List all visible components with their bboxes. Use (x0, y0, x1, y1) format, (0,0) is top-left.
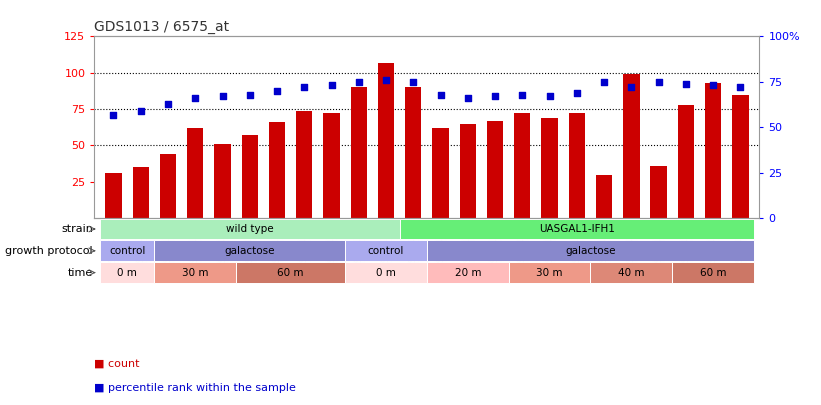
Bar (672, 262, 754, 283)
Point (461, 95, 475, 101)
Text: 30 m: 30 m (536, 268, 563, 277)
Point (134, 108, 147, 114)
Point (189, 95, 202, 101)
Bar (732, 95, 749, 218)
Text: strain: strain (62, 224, 93, 234)
Bar (427, 240, 754, 261)
Bar (427, 262, 509, 283)
Point (162, 100, 175, 107)
Point (652, 79, 665, 85)
Text: wild type: wild type (226, 224, 273, 234)
Text: galactose: galactose (565, 246, 616, 256)
Bar (345, 262, 427, 283)
Bar (405, 87, 421, 218)
Bar (296, 111, 313, 218)
Bar (400, 219, 754, 239)
Bar (236, 262, 345, 283)
Point (216, 93, 229, 100)
Bar (105, 173, 122, 218)
Point (107, 111, 120, 118)
Bar (623, 74, 640, 218)
Bar (460, 124, 476, 218)
Text: 30 m: 30 m (182, 268, 209, 277)
Bar (154, 262, 236, 283)
Text: time: time (68, 268, 93, 277)
Bar (705, 83, 722, 218)
Point (707, 82, 720, 89)
Point (406, 79, 420, 85)
Text: control: control (368, 246, 404, 256)
Bar (241, 135, 258, 218)
Bar (541, 118, 557, 218)
Text: ■ count: ■ count (94, 358, 140, 369)
Text: growth protocol: growth protocol (6, 246, 93, 256)
Text: 40 m: 40 m (618, 268, 644, 277)
Text: galactose: galactose (224, 246, 275, 256)
Bar (132, 167, 149, 218)
Bar (187, 128, 204, 218)
Bar (100, 240, 154, 261)
Point (625, 84, 638, 91)
Bar (596, 175, 612, 218)
Point (571, 90, 584, 96)
Bar (351, 87, 367, 218)
Point (325, 82, 338, 89)
Bar (214, 144, 231, 218)
Point (298, 84, 311, 91)
Bar (487, 121, 503, 218)
Point (434, 92, 447, 98)
Bar (100, 262, 154, 283)
Bar (154, 240, 345, 261)
Bar (650, 166, 667, 218)
Text: UASGAL1-IFH1: UASGAL1-IFH1 (539, 224, 615, 234)
Text: 20 m: 20 m (455, 268, 481, 277)
Point (270, 88, 283, 94)
Bar (514, 113, 530, 218)
Point (543, 93, 556, 100)
Bar (345, 240, 427, 261)
Bar (323, 113, 340, 218)
Bar (569, 113, 585, 218)
Point (598, 79, 611, 85)
Point (352, 79, 365, 85)
Text: 60 m: 60 m (699, 268, 727, 277)
Bar (433, 128, 449, 218)
Bar (677, 105, 694, 218)
Bar (160, 154, 177, 218)
Point (734, 84, 747, 91)
Text: 60 m: 60 m (277, 268, 304, 277)
Point (379, 77, 392, 83)
Point (243, 92, 256, 98)
Text: 0 m: 0 m (376, 268, 396, 277)
Point (488, 93, 502, 100)
Text: 0 m: 0 m (117, 268, 137, 277)
Bar (268, 122, 285, 218)
Text: ■ percentile rank within the sample: ■ percentile rank within the sample (94, 383, 296, 393)
Point (516, 92, 529, 98)
Bar (509, 262, 590, 283)
Bar (590, 262, 672, 283)
Text: control: control (109, 246, 145, 256)
Text: GDS1013 / 6575_at: GDS1013 / 6575_at (94, 20, 230, 34)
Bar (100, 219, 400, 239)
Point (679, 81, 692, 87)
Bar (378, 63, 394, 218)
